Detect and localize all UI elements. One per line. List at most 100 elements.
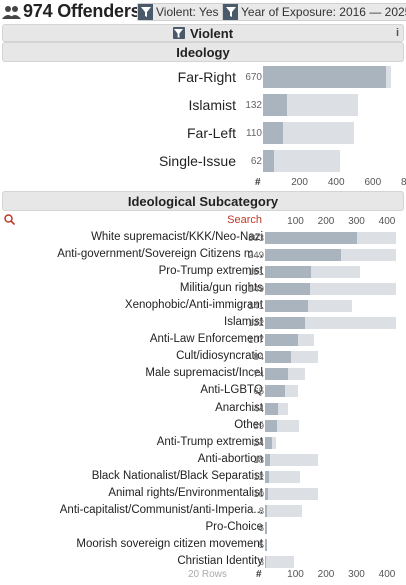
subcategory-bar[interactable] [265, 368, 288, 381]
subcategory-count: 74 [253, 369, 264, 381]
subcategory-count: 5 [258, 539, 264, 551]
subcategory-label: Anti-government/Sovereign Citizens m... [57, 248, 263, 261]
subcategory-axis-hash: # [256, 569, 262, 580]
subcategory-bar[interactable] [265, 334, 298, 347]
subcategory-label: Anarchist [215, 401, 263, 414]
subcategory-bar-background [265, 470, 301, 483]
ideology-axis-tick: 200 [291, 177, 308, 188]
subcategory-count: 18 [253, 454, 264, 466]
subcategory-bar-background [265, 504, 302, 517]
ideology-axis-tick: 800 [401, 177, 406, 188]
subcategory-label: Christian Identity [177, 554, 263, 567]
subcategory-label: Pro-Choice [205, 520, 263, 533]
funnel-icon [172, 27, 185, 39]
subcategory-count: 151 [248, 267, 264, 279]
subcategory-bar[interactable] [265, 402, 279, 415]
subcategory-axis-tick-top: 100 [287, 216, 304, 227]
subcategory-count: 107 [248, 335, 264, 347]
ideology-bar-background [263, 122, 354, 144]
subcategory-bar[interactable] [265, 521, 267, 534]
filter-chip-violent[interactable]: Violent: Yes [137, 3, 224, 21]
subcategory-label: Cult/idiosyncratic [176, 350, 263, 363]
subcategory-bar[interactable] [265, 317, 306, 330]
subcategory-count: 24 [253, 437, 264, 449]
subcategory-label: Anti-abortion [197, 452, 263, 465]
subcategory-label: Animal rights/Environmentalist [108, 486, 263, 499]
subcategory-label: Pro-Trump extremist [158, 265, 263, 278]
subcategory-section-header: Ideological Subcategory [2, 191, 404, 211]
subcategory-label: Anti-LGBTQ [200, 384, 263, 397]
ideology-axis-tick: 400 [327, 177, 345, 188]
subcategory-bar[interactable] [265, 487, 269, 500]
offender-count-title: 974 Offenders [23, 1, 141, 21]
subcategory-axis-tick-top: 300 [348, 216, 365, 227]
subcategory-bar[interactable] [265, 385, 285, 398]
subcategory-bar[interactable] [265, 232, 358, 244]
search-link[interactable]: Search [227, 214, 262, 226]
ideology-bar[interactable] [263, 66, 386, 88]
subcategory-bar[interactable] [265, 470, 269, 483]
subcategory-label: Black Nationalist/Black Separatist [91, 469, 263, 482]
subcategory-label: Anti-Law Enforcement [149, 333, 263, 346]
subcategory-bar[interactable] [265, 538, 267, 551]
subcategory-label: Anti-Trump extremist [156, 435, 263, 448]
subcategory-bar[interactable] [265, 436, 273, 449]
ideology-bar[interactable] [263, 122, 284, 144]
header: 974 Offenders Violent: Yes Year of Expos… [0, 0, 406, 24]
ideology-section-header: Ideology [2, 42, 404, 62]
ideology-count: 62 [250, 156, 262, 167]
subcategory-bar[interactable] [265, 266, 312, 279]
ideology-count: 670 [245, 72, 262, 83]
subcategory-bar[interactable] [265, 283, 311, 296]
subcategory-bar[interactable] [265, 504, 268, 517]
subcategory-count: 39 [253, 420, 264, 432]
violent-section-header[interactable]: Violent i [2, 24, 404, 42]
ideology-count: 132 [245, 100, 262, 111]
ideology-label: Far-Left [186, 125, 236, 141]
subcategory-label: Xenophobic/Anti-immigrant [124, 299, 263, 312]
subcategory-count: 84 [253, 352, 264, 364]
subcategory-count: 303 [248, 233, 264, 244]
subcategory-count: 149 [248, 284, 264, 296]
ideology-bar[interactable] [263, 94, 288, 116]
subcategory-bar[interactable] [265, 351, 291, 364]
subcategory-bar[interactable] [265, 300, 308, 313]
subcategory-bar-background [265, 487, 319, 500]
subcategory-label: Anti-capitalist/Communist/anti-Imperia..… [59, 503, 263, 516]
subcategory-count: 10 [253, 488, 264, 500]
subcategory-bar[interactable] [265, 555, 266, 568]
filter-chip-year[interactable]: Year of Exposure: 2016 — 2025 [222, 3, 406, 21]
subcategory-count: 12 [253, 471, 264, 483]
subcategory-bar[interactable] [265, 249, 341, 262]
subcategory-axis-tick-bottom: 200 [317, 569, 335, 580]
subcategory-bar[interactable] [265, 453, 271, 466]
subcategory-axis-tick-top: 400 [378, 216, 396, 227]
subcategory-label: Islamist [224, 316, 263, 329]
ideology-axis-tick: 600 [364, 177, 382, 188]
subcategory-bar-background [265, 453, 319, 466]
subcategory-axis-tick-bottom: 100 [287, 569, 304, 580]
info-icon[interactable]: i [395, 27, 399, 39]
search-icon[interactable] [4, 214, 15, 225]
subcategory-count: 3 [258, 556, 264, 568]
subcategory-count: 249 [248, 250, 264, 262]
filter-chip-label: Year of Exposure: 2016 — 2025 [241, 5, 406, 19]
subcategory-count: 6 [258, 522, 264, 534]
subcategory-count: 8 [258, 505, 264, 517]
filter-chip-label: Violent: Yes [156, 5, 219, 19]
subcategory-label: Male supremacist/Incel [145, 367, 263, 380]
subcategory-bar-background [265, 555, 294, 568]
subcategory-count: 44 [253, 403, 264, 415]
ideology-count: 110 [246, 128, 262, 139]
subcategory-axis-tick-top: 200 [317, 216, 335, 227]
ideology-bar[interactable] [263, 150, 275, 172]
subcategory-label: White supremacist/KKK/Neo-Nazi [91, 231, 263, 243]
subcategory-label: Other [234, 418, 263, 431]
subcategory-bar[interactable] [265, 419, 277, 432]
funnel-icon [138, 4, 153, 20]
funnel-icon [223, 4, 238, 20]
subcategory-section-title: Ideological Subcategory [127, 193, 279, 209]
subcategory-count: 65 [253, 386, 264, 398]
row-count-footer: 20 Rows [188, 569, 227, 580]
subcategory-axis-tick-bottom: 400 [378, 569, 396, 580]
